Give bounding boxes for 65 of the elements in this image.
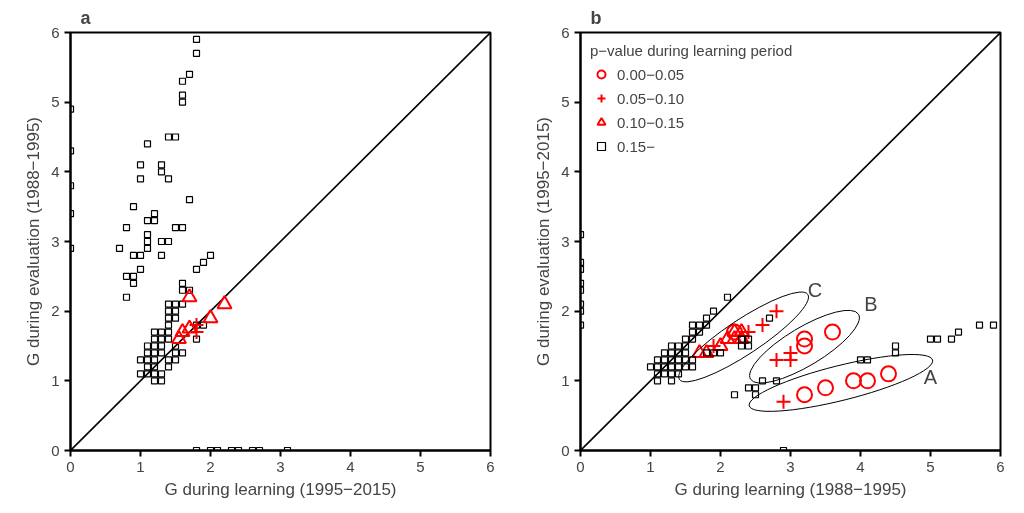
y-tick-label: 2 bbox=[51, 302, 60, 320]
y-tick-label: 6 bbox=[561, 23, 570, 41]
x-tick-label: 0 bbox=[576, 457, 585, 475]
point bbox=[171, 329, 187, 345]
x-tick-label: 6 bbox=[996, 457, 1005, 475]
y-tick-label: 6 bbox=[51, 23, 60, 41]
point bbox=[754, 317, 771, 334]
point bbox=[768, 351, 785, 368]
point bbox=[181, 319, 198, 334]
point bbox=[181, 288, 198, 303]
legend-label: 0.10−0.15 bbox=[617, 113, 685, 131]
point bbox=[768, 303, 785, 320]
point bbox=[775, 393, 792, 410]
annotation: C bbox=[807, 279, 823, 302]
x-tick-label: 5 bbox=[416, 457, 425, 475]
y-tick-label: 4 bbox=[561, 162, 570, 180]
x-tick-label: 1 bbox=[136, 457, 145, 475]
x-axis-title: G during learning (1995−2015) bbox=[164, 479, 397, 499]
point bbox=[698, 343, 715, 359]
legend-label: 0.00−0.05 bbox=[617, 65, 685, 83]
point bbox=[216, 295, 233, 310]
point bbox=[691, 343, 708, 359]
point bbox=[202, 309, 219, 324]
x-axis-title: G during learning (1988−1995) bbox=[674, 479, 907, 499]
point bbox=[174, 322, 191, 338]
point bbox=[859, 372, 876, 390]
y-tick-label: 4 bbox=[51, 162, 60, 180]
annotation: B bbox=[864, 293, 878, 316]
point bbox=[817, 379, 834, 397]
point bbox=[712, 336, 729, 352]
legend-title: p−value during learning period bbox=[590, 42, 793, 59]
y-tick-label: 0 bbox=[51, 441, 60, 459]
point bbox=[796, 386, 813, 404]
x-tick-label: 3 bbox=[276, 457, 285, 475]
x-tick-label: 2 bbox=[716, 457, 725, 475]
legend-label: 0.15− bbox=[617, 137, 655, 155]
y-tick-label: 5 bbox=[561, 93, 570, 111]
legend-label: 0.05−0.10 bbox=[617, 89, 685, 107]
point bbox=[824, 323, 841, 341]
x-tick-label: 4 bbox=[346, 457, 355, 475]
y-tick-label: 1 bbox=[561, 371, 570, 389]
x-tick-label: 2 bbox=[206, 457, 215, 475]
x-tick-label: 1 bbox=[646, 457, 655, 475]
point bbox=[845, 372, 862, 390]
point bbox=[705, 338, 722, 354]
point bbox=[796, 337, 813, 355]
chart-title: b bbox=[590, 7, 602, 28]
y-axis-title: G during evaluation (1995−2015) bbox=[534, 116, 554, 367]
y-tick-label: 3 bbox=[561, 232, 570, 250]
x-tick-label: 0 bbox=[66, 457, 75, 475]
y-tick-label: 3 bbox=[51, 232, 60, 250]
x-tick-label: 3 bbox=[786, 457, 795, 475]
y-tick-label: 1 bbox=[51, 371, 60, 389]
x-tick-label: 4 bbox=[856, 457, 865, 475]
point bbox=[880, 365, 897, 383]
y-tick-label: 0 bbox=[561, 441, 570, 459]
x-tick-label: 5 bbox=[926, 457, 935, 475]
chart-title: a bbox=[80, 7, 92, 28]
annotation: A bbox=[923, 366, 938, 389]
y-tick-label: 2 bbox=[561, 302, 570, 320]
x-tick-label: 6 bbox=[486, 457, 495, 475]
y-axis-title: G during evaluation (1988−1995) bbox=[24, 116, 44, 367]
y-tick-label: 5 bbox=[51, 93, 60, 111]
point bbox=[796, 330, 813, 348]
point bbox=[782, 344, 799, 361]
